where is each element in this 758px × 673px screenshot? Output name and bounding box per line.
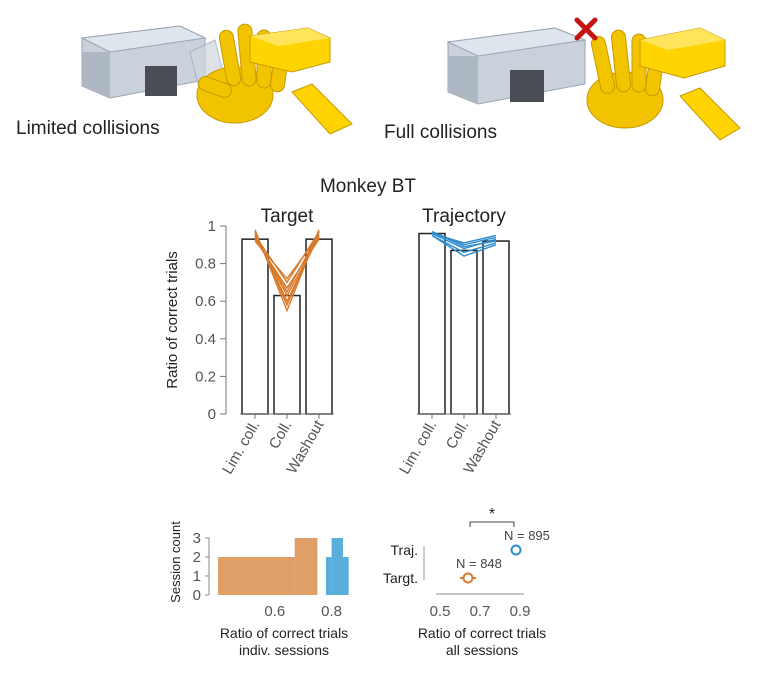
target-session-line <box>254 238 320 290</box>
target-x-tick-label: Coll. <box>266 418 296 452</box>
scatter-x-tick-label: 0.9 <box>510 603 531 620</box>
hist-y-tick-label: 1 <box>193 568 201 585</box>
target-bar-2 <box>305 238 333 415</box>
y-tick-label: 1 <box>208 218 216 235</box>
hist-y-tick-label: 2 <box>193 549 201 566</box>
hist-target-bin-1 <box>294 538 318 595</box>
trajectory-bar-2 <box>482 240 510 415</box>
scatter-x-label-1: Ratio of correct trials <box>418 625 546 641</box>
scatter-n-label-1: N = 895 <box>504 528 550 543</box>
y-tick-label: 0.4 <box>195 331 216 348</box>
scatter-x-tick-label: 0.7 <box>470 603 491 620</box>
target-bar-0 <box>241 238 269 415</box>
scatter-category-label: Targt. <box>383 570 418 586</box>
hist-y-axis-label: Session count <box>168 521 183 603</box>
chart-title: Monkey BT <box>320 176 416 197</box>
trajectory-bar-0 <box>418 232 446 415</box>
significance-marker: * <box>489 506 495 523</box>
hand-grasp-illustration-right <box>586 27 741 141</box>
target-session-line <box>254 234 320 280</box>
target-session-line <box>254 231 320 284</box>
fixture-illustration-right <box>446 27 587 105</box>
y-tick-label: 0.8 <box>195 256 216 273</box>
hist-x-label-1: Ratio of correct trials <box>220 625 348 641</box>
hist-x-tick-label: 0.8 <box>321 603 342 620</box>
hist-y-tick-label: 0 <box>193 587 201 604</box>
fixture-illustration-left <box>80 25 226 99</box>
trajectory-session-line <box>431 234 497 254</box>
scatter-n-label-0: N = 848 <box>456 556 502 571</box>
hist-trajectory-bin-2 <box>342 557 349 595</box>
hist-trajectory-bin-0 <box>325 557 332 595</box>
hand-grasp-illustration-left <box>196 23 353 135</box>
target-bar-1 <box>273 294 301 415</box>
trajectory-session-line <box>431 234 497 257</box>
trajectory-subtitle: Trajectory <box>422 206 506 227</box>
significance-bracket <box>469 521 515 527</box>
collision-cross-icon <box>574 17 598 41</box>
scatter-point-0 <box>462 572 474 584</box>
target-session-line <box>254 235 320 298</box>
y-axis-label: Ratio of correct trials <box>164 251 181 389</box>
y-tick-label: 0.2 <box>195 368 216 385</box>
hist-trajectory-bin-1 <box>331 538 343 595</box>
scatter-x-tick-label: 0.5 <box>430 603 451 620</box>
target-session-line <box>254 231 320 307</box>
scatter-category-label: Traj. <box>391 542 418 558</box>
target-subtitle: Target <box>261 206 315 227</box>
trajectory-session-line <box>431 232 497 244</box>
scatter-x-label-2: all sessions <box>446 642 518 658</box>
target-x-tick-label: Lim. coll. <box>219 418 263 478</box>
caption-full-collisions: Full collisions <box>384 122 497 143</box>
trajectory-bar-1 <box>450 249 478 415</box>
y-tick-label: 0.6 <box>195 293 216 310</box>
scatter-point-1 <box>510 544 522 556</box>
hist-x-tick-label: 0.6 <box>264 603 285 620</box>
hist-x-label-2: indiv. sessions <box>239 642 329 658</box>
hist-y-tick-label: 3 <box>193 530 201 547</box>
trajectory-x-tick-label: Lim. coll. <box>396 418 440 478</box>
caption-limited-collisions: Limited collisions <box>16 118 160 139</box>
trajectory-x-tick-label: Coll. <box>443 418 473 452</box>
hist-target-bin-0 <box>218 557 295 595</box>
y-tick-label: 0 <box>208 406 216 423</box>
target-session-line <box>254 229 320 313</box>
